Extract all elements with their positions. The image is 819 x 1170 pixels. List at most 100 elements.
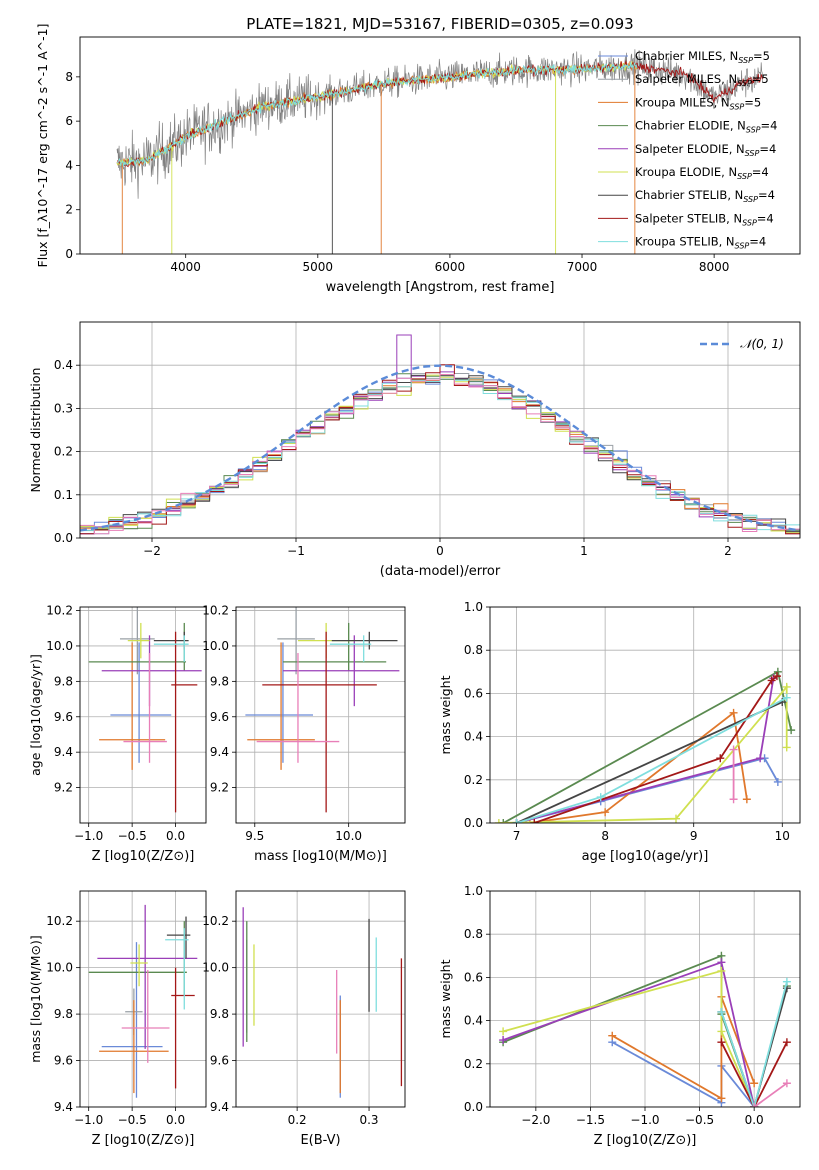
y-tick-label: 0 xyxy=(65,247,73,261)
legend-label: Kroupa STELIB, NSSP=4 xyxy=(635,235,766,251)
x-tick-label: 0.3 xyxy=(359,1113,378,1127)
spectrum-axes: 4000 5000 6000 7000 8000 0 2 4 6 8 wavelength [Ang… xyxy=(35,24,801,295)
y-tick-label: 0.2 xyxy=(54,445,73,459)
y-tick-label: 9.6 xyxy=(210,1054,229,1068)
panels: 4000 5000 6000 7000 8000 0 2 4 6 8 wavelength [Ang… xyxy=(28,24,801,1148)
weight-marker xyxy=(499,1036,508,1045)
y-tick-label: 10.0 xyxy=(202,639,229,653)
x-tick-label: −1 xyxy=(287,544,305,558)
residuals-legend: 𝒩(0, 1) xyxy=(700,337,784,351)
y-tick-label: 0.6 xyxy=(464,686,483,700)
histogram-step xyxy=(80,374,800,535)
z-weight-plot xyxy=(490,891,800,1107)
weight-line xyxy=(516,701,783,823)
weight-marker xyxy=(716,754,725,763)
x-tick-label: −1.5 xyxy=(576,1113,605,1127)
y-tick-label: 0.1 xyxy=(54,488,73,502)
y-tick-label: 0.0 xyxy=(54,531,73,545)
weight-marker xyxy=(750,1103,759,1107)
y-tick-label: 6 xyxy=(65,114,73,128)
y-tick-label: 9.8 xyxy=(210,674,229,688)
axes-frame xyxy=(79,36,801,255)
x-tick-label: 10 xyxy=(775,829,790,843)
weight-marker xyxy=(782,1038,791,1047)
weight-marker xyxy=(756,754,765,763)
histogram-step xyxy=(80,364,800,535)
x-axis-label: mass [log10(M/M⊙)] xyxy=(254,849,387,864)
mass-age-plot xyxy=(236,607,405,823)
y-tick-label: 4 xyxy=(65,158,73,172)
x-tick-label: −1.0 xyxy=(630,1113,659,1127)
y-tick-label: 10.0 xyxy=(46,961,73,975)
y-tick-label: 0.3 xyxy=(54,401,73,415)
x-tick-label: 7000 xyxy=(567,260,598,274)
y-tick-label: 10.0 xyxy=(202,961,229,975)
weight-line xyxy=(720,981,788,1107)
x-tick-label: 0 xyxy=(436,544,444,558)
y-tick-label: 9.8 xyxy=(54,1007,73,1021)
z-mass-plot xyxy=(80,891,206,1107)
weight-marker xyxy=(512,819,521,823)
x-tick-label: 6000 xyxy=(435,260,466,274)
weight-marker xyxy=(729,708,738,717)
weight-marker xyxy=(782,743,791,752)
weight-marker xyxy=(782,682,791,691)
ebv-mass-axes: 0.2 0.3 9.4 9.6 9.8 10.0 10.2 E(B-V) xyxy=(202,890,406,1148)
weight-marker xyxy=(742,795,751,804)
y-tick-label: 9.6 xyxy=(210,710,229,724)
y-tick-label: 9.4 xyxy=(210,745,229,759)
z-age-axes: −1.0 −0.5 0.0 9.2 9.4 9.6 9.8 10.0 10.2 Z [log10(… xyxy=(28,604,207,864)
x-tick-label: −0.5 xyxy=(685,1113,714,1127)
y-tick-label: 9.6 xyxy=(54,1054,73,1068)
spectrum-model-line xyxy=(117,59,764,168)
residuals-axes: −2 −1 0 1 2 0.0 0.1 0.2 0.3 0.4 (data-model)/error… xyxy=(28,321,801,579)
y-axis-label: mass weight xyxy=(438,675,453,754)
x-axis-label: wavelength [Angstrom, rest frame] xyxy=(326,280,555,295)
x-axis-label: (data-model)/error xyxy=(380,564,501,579)
y-tick-label: 0.0 xyxy=(464,816,483,830)
weight-marker xyxy=(530,819,539,823)
x-tick-label: 9 xyxy=(690,829,698,843)
spectrum-model-line xyxy=(116,62,638,167)
weight-marker xyxy=(787,726,796,735)
weight-line xyxy=(529,711,748,823)
weight-marker xyxy=(499,819,508,823)
weight-marker xyxy=(782,977,791,986)
figure-title: PLATE=1821, MJD=53167, FIBERID=0305, z=0… xyxy=(246,15,633,33)
y-tick-label: 10.2 xyxy=(202,914,229,928)
y-tick-label: 0.6 xyxy=(464,970,483,984)
weight-marker xyxy=(717,958,726,967)
weight-marker xyxy=(750,1079,759,1088)
y-tick-label: 0.4 xyxy=(54,358,73,372)
y-axis-label: Normed distribution xyxy=(28,368,43,493)
legend-label: Chabrier STELIB, NSSP=4 xyxy=(635,188,775,204)
x-axis-label: Z [log10(Z/Z⊙)] xyxy=(92,1133,195,1148)
y-tick-label: 10.0 xyxy=(46,639,73,653)
legend-label: Chabrier ELODIE, NSSP=4 xyxy=(635,119,777,135)
y-axis-label: Flux [f_λ10^-17 erg cm^-2 s^-1 A^-1] xyxy=(35,24,50,268)
weight-line xyxy=(516,678,775,823)
weight-marker xyxy=(767,676,776,685)
weight-marker xyxy=(773,667,782,676)
x-tick-label: −1.0 xyxy=(74,829,103,843)
y-tick-label: 9.6 xyxy=(54,710,73,724)
weight-marker xyxy=(772,672,781,681)
x-tick-label: −1.0 xyxy=(74,1113,103,1127)
legend-label: 𝒩(0, 1) xyxy=(740,337,784,351)
x-tick-label: 8 xyxy=(601,829,609,843)
x-tick-label: 0.0 xyxy=(166,829,185,843)
y-tick-label: 9.8 xyxy=(210,1007,229,1021)
x-tick-label: 7 xyxy=(513,829,521,843)
y-tick-label: 10.2 xyxy=(46,604,73,618)
weight-marker xyxy=(717,1094,726,1103)
y-tick-label: 9.4 xyxy=(210,1100,229,1114)
y-tick-label: 0.4 xyxy=(464,1014,483,1028)
x-axis-label: Z [log10(Z/Z⊙)] xyxy=(92,849,195,864)
weight-marker xyxy=(729,745,738,754)
y-tick-label: 9.4 xyxy=(54,1100,73,1114)
y-tick-label: 0.8 xyxy=(464,643,483,657)
legend-label: Chabrier MILES, NSSP=5 xyxy=(635,49,770,65)
y-tick-label: 0.2 xyxy=(464,1057,483,1071)
weight-marker xyxy=(608,1031,617,1040)
